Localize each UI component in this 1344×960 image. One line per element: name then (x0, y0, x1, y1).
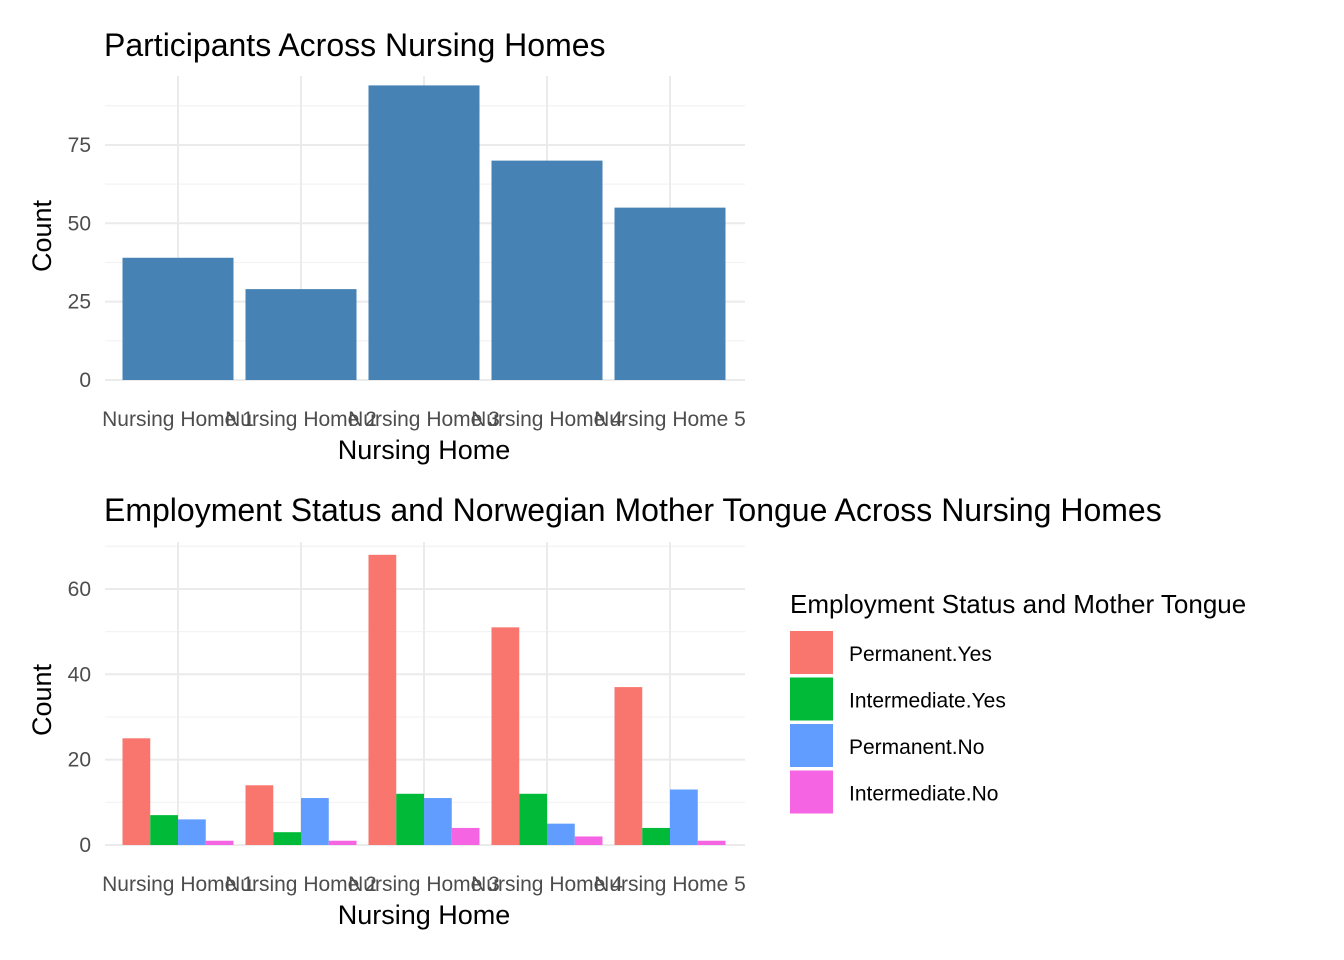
bar-permanent-yes (245, 785, 274, 845)
chart2-x-axis-title: Nursing Home (338, 900, 511, 930)
participants-chart: Participants Across Nursing Homes 0 25 50 7… (27, 27, 746, 465)
chart2-legend: Employment Status and Mother Tongue Perm… (790, 589, 1246, 814)
bar (614, 207, 726, 380)
bar-permanent-no (301, 798, 329, 845)
bar-permanent-no (670, 789, 698, 845)
y-tick-label: 75 (68, 134, 91, 157)
bar (122, 257, 234, 380)
y-tick-label: 0 (79, 369, 91, 392)
bar-permanent-no (547, 823, 575, 845)
chart1-y-axis-title: Count (27, 199, 57, 272)
chart1-bars (122, 85, 726, 380)
bar-intermediate-yes (642, 827, 670, 845)
y-tick-label: 0 (79, 834, 91, 857)
chart2-y-axis-title: Count (27, 663, 57, 736)
bar-permanent-no (424, 798, 452, 845)
bar (245, 289, 357, 380)
y-tick-label: 60 (68, 578, 91, 601)
x-tick-label: Nursing Home 4 (471, 873, 623, 896)
y-tick-label: 20 (68, 749, 91, 772)
legend-title: Employment Status and Mother Tongue (790, 589, 1246, 619)
bar-intermediate-no (451, 827, 480, 845)
bar-intermediate-yes (519, 793, 547, 845)
chart2-y-ticks: 0 20 40 60 (68, 578, 91, 857)
legend-label: Intermediate.No (849, 783, 998, 806)
bar-permanent-yes (368, 554, 397, 845)
y-tick-label: 25 (68, 291, 91, 314)
bar-permanent-yes (491, 627, 520, 845)
chart2-bars (122, 554, 726, 845)
bar-permanent-no (178, 819, 206, 845)
bar-intermediate-no (697, 840, 726, 845)
legend-key (790, 677, 833, 721)
legend-key (790, 770, 833, 814)
bar-intermediate-no (328, 840, 357, 845)
x-tick-label: Nursing Home 2 (225, 408, 377, 431)
bar-intermediate-yes (273, 832, 301, 845)
y-tick-label: 40 (68, 663, 91, 686)
x-tick-label: Nursing Home 5 (594, 873, 746, 896)
bar-permanent-yes (122, 738, 151, 845)
x-tick-label: Nursing Home 4 (471, 408, 623, 431)
employment-chart: Employment Status and Norwegian Mother T… (27, 492, 1246, 930)
bar (491, 160, 603, 380)
legend-label: Intermediate.Yes (849, 690, 1006, 713)
legend-label: Permanent.Yes (849, 643, 992, 666)
chart1-title: Participants Across Nursing Homes (104, 27, 606, 63)
bar-permanent-yes (614, 687, 643, 845)
x-tick-label: Nursing Home 2 (225, 873, 377, 896)
chart1-x-axis-title: Nursing Home (338, 435, 511, 465)
chart1-y-ticks: 0 25 50 75 (68, 134, 91, 392)
x-tick-label: Nursing Home 5 (594, 408, 746, 431)
bar-intermediate-no (574, 836, 603, 845)
y-tick-label: 50 (68, 212, 91, 235)
bar-intermediate-no (205, 840, 234, 845)
x-tick-label: Nursing Home 1 (102, 408, 254, 431)
bar (368, 85, 480, 380)
legend-key (790, 631, 833, 674)
legend-key (790, 724, 833, 767)
x-tick-label: Nursing Home 3 (348, 873, 500, 896)
bar-intermediate-yes (150, 815, 178, 845)
legend-label: Permanent.No (849, 736, 984, 759)
bar-intermediate-yes (396, 793, 424, 845)
chart2-title: Employment Status and Norwegian Mother T… (104, 492, 1162, 528)
x-tick-label: Nursing Home 1 (102, 873, 254, 896)
x-tick-label: Nursing Home 3 (348, 408, 500, 431)
